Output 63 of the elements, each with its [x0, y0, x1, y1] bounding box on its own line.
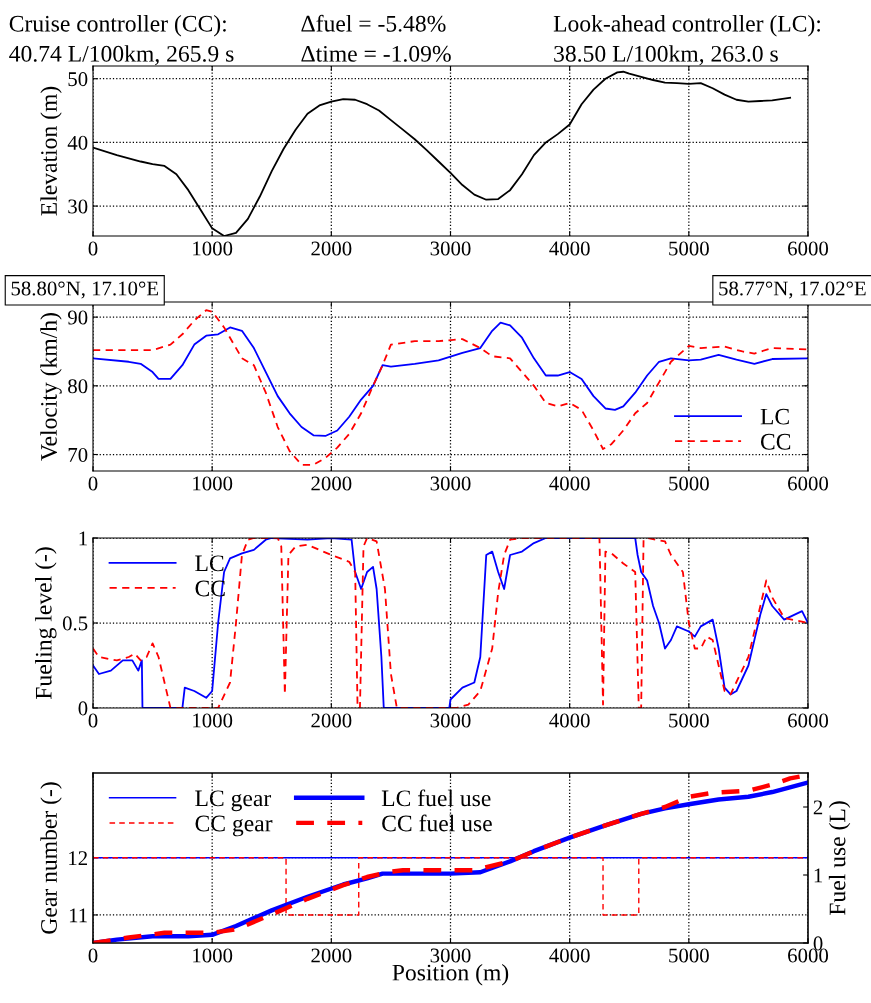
text: Look-ahead controller (LC):	[553, 15, 820, 37]
text: 38.50 L/100km, 263.0 s	[554, 45, 778, 66]
y-axis-title: Fueling level (-)	[35, 547, 57, 700]
x-tick-label: 2000	[311, 241, 352, 256]
x-tick-label: 5000	[669, 241, 709, 256]
y-tick-label: 50	[68, 72, 88, 87]
y-tick-label: 90	[67, 310, 88, 325]
x-tick-label: 2000	[311, 713, 352, 728]
y-tick-label: 12	[69, 851, 87, 865]
x-tick-label: 3000	[430, 713, 471, 728]
text: 58.77°N, 17.02°E	[719, 281, 866, 299]
y-axis-title: Gear number (-)	[40, 782, 62, 934]
text: 58.80°N, 17.10°E	[11, 281, 159, 299]
y-tick-label: 0.5	[62, 616, 88, 631]
x-tick-label: 1000	[193, 241, 233, 256]
x-tick-label: 4000	[549, 713, 590, 728]
x-tick-label: 1000	[193, 713, 233, 728]
y-tick-label: 70	[68, 447, 88, 462]
y-tick-label: 30	[68, 199, 88, 214]
text: Δfuel = -5.48%	[301, 14, 446, 32]
x-tick-label: 2000	[311, 948, 352, 963]
x-tick-label: 0	[88, 476, 98, 491]
x-tick-label: 6000	[788, 713, 829, 728]
y2-axis-title: Fuel use (L)	[828, 801, 851, 916]
legend-label: LC	[760, 408, 789, 425]
legend-label: CC	[760, 433, 791, 450]
y-tick-label: 80	[68, 379, 88, 394]
legend-label: LC gear	[195, 790, 272, 812]
y-tick-label: 40	[67, 135, 88, 150]
legend-label: CC fuel use	[382, 814, 492, 832]
x-axis-title: Position (m)	[392, 963, 509, 986]
x-tick-label: 3000	[430, 476, 471, 491]
x-tick-label: 0	[88, 948, 98, 963]
text: Δtime = -1.09%	[301, 45, 451, 62]
x-tick-label: 4000	[549, 948, 590, 963]
x-tick-label: 6000	[788, 476, 829, 491]
legend-label: LC fuel use	[381, 789, 491, 807]
y-tick-label: 11	[69, 908, 87, 923]
y-axis-title: Velocity (km/h)	[40, 313, 62, 461]
y-tick-label: 0	[78, 701, 88, 716]
x-tick-label: 0	[88, 241, 98, 256]
x-tick-label: 5000	[669, 948, 709, 963]
x-tick-label: 3000	[430, 241, 471, 256]
x-tick-label: 3000	[430, 948, 471, 963]
line-series	[93, 538, 808, 708]
legend-label: LC	[195, 555, 224, 572]
y-tick-label: 1	[79, 531, 87, 546]
y2-tick-label: 1	[814, 868, 823, 883]
x-tick-label: 4000	[549, 241, 590, 256]
y2-tick-label: 2	[813, 800, 823, 815]
legend-label: CC gear	[195, 815, 273, 837]
line-series	[93, 309, 808, 466]
x-tick-label: 1000	[193, 476, 233, 491]
x-tick-label: 5000	[669, 713, 709, 728]
x-tick-label: 1000	[193, 948, 233, 963]
x-tick-label: 5000	[669, 476, 709, 491]
x-tick-label: 4000	[549, 476, 590, 491]
x-tick-label: 0	[88, 713, 98, 728]
x-tick-label: 2000	[311, 476, 352, 491]
x-tick-label: 6000	[788, 241, 829, 256]
text: Cruise controller (CC):	[9, 15, 226, 37]
text: 40.74 L/100km, 265.9 s	[9, 45, 234, 66]
y-axis-title: Elevation (m)	[40, 86, 62, 216]
